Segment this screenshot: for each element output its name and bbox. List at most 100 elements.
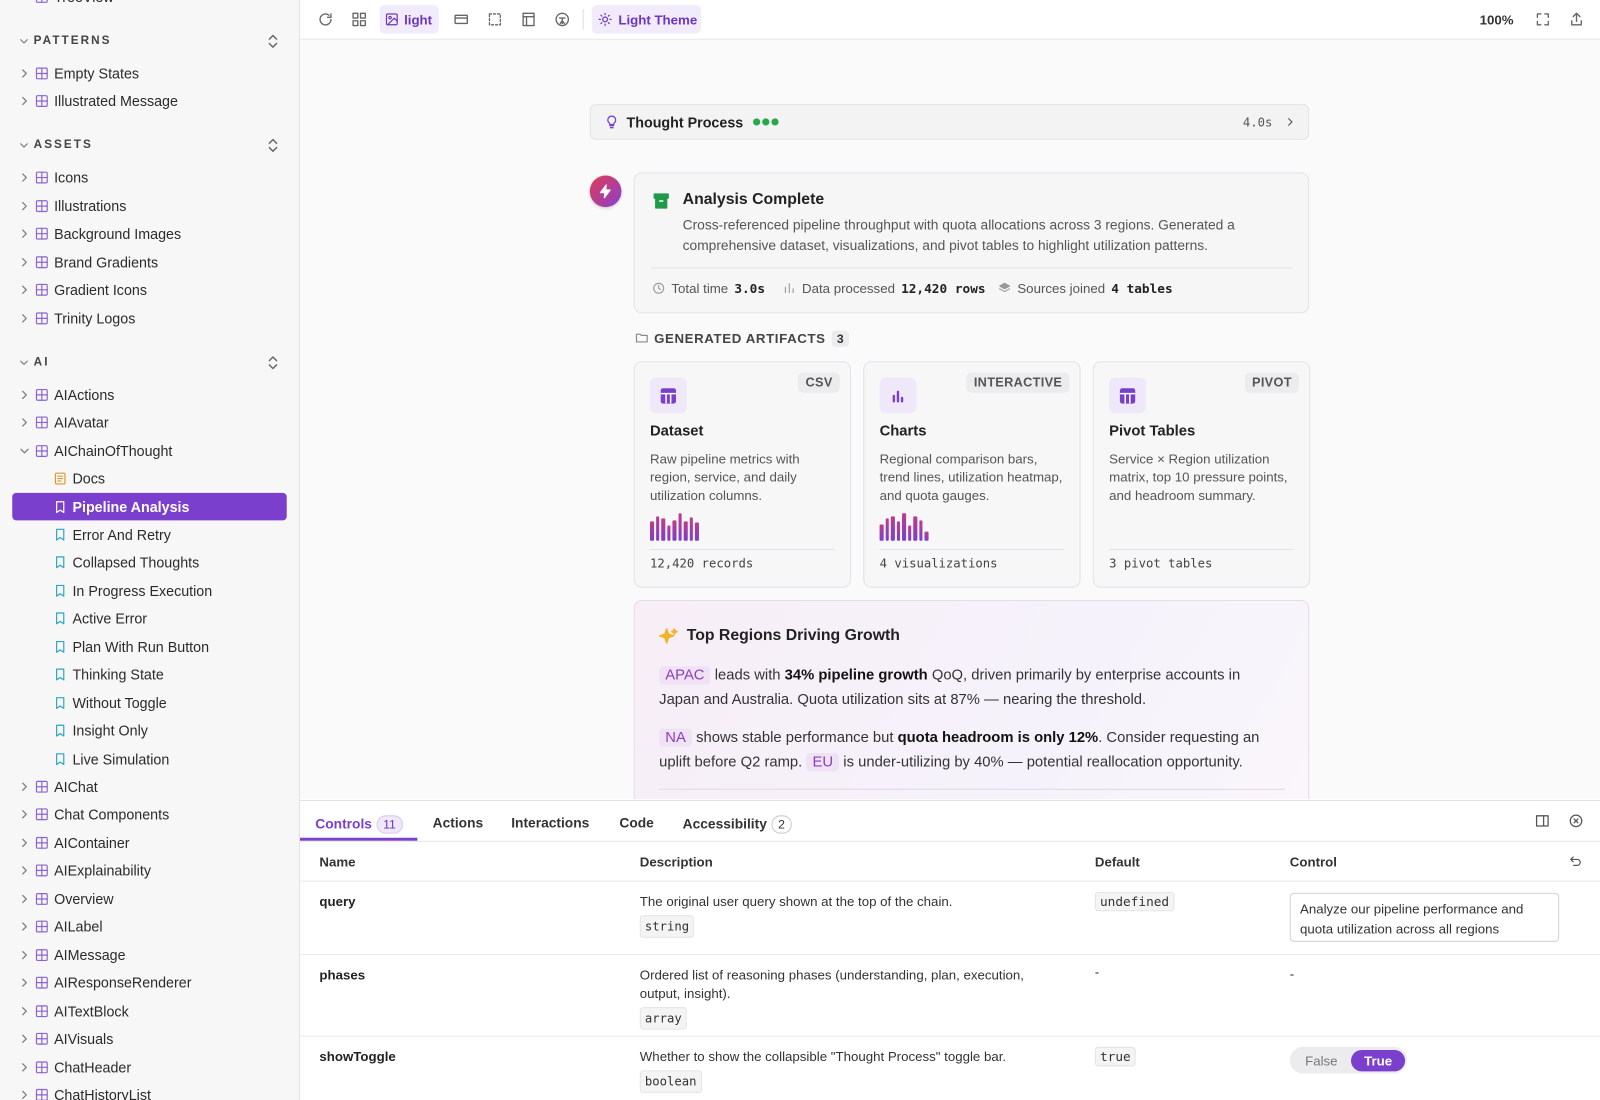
panel-tab[interactable]: Code [619,815,653,830]
tree-item[interactable]: Collapsed Thoughts [12,548,286,576]
tree-item[interactable]: Illustrations [12,192,286,220]
tree-item[interactable]: AIVisuals [12,1025,286,1053]
section-title: ASSETS [33,139,93,152]
stat: Data processed 12,420 rows [783,281,986,296]
tree-item-label: Empty States [54,65,140,82]
boolean-toggle[interactable]: False True [1289,1046,1408,1074]
theme-button[interactable]: Light Theme [591,5,702,34]
insight-plain: . Consider requesting an uplift before Q… [659,729,1264,771]
component-icon [35,388,48,401]
tree-item-label: Without Toggle [72,694,167,711]
tree-item[interactable]: Docs [12,464,286,492]
toggle-option[interactable]: True [1350,1049,1406,1071]
panel-tab[interactable]: Accessibility 2 [683,815,793,834]
progress-dot [762,118,770,126]
tree-item[interactable]: In Progress Execution [12,576,286,604]
panel-tab[interactable]: Controls 11 [315,815,404,834]
tree-item[interactable]: Thinking State [12,660,286,688]
tree-item[interactable]: ChatHistoryList [12,1081,286,1100]
section-chevron[interactable] [17,356,30,369]
artifact-footer: 12,420 records [649,556,754,571]
tree-item[interactable]: AIContainer [12,828,286,856]
tree-item[interactable]: AILabel [12,912,286,940]
background-button[interactable]: light [379,5,439,34]
chevron [22,257,27,267]
section-expand-toggle-svg [268,139,278,153]
panel-layout-button[interactable] [1535,813,1550,828]
tree-item[interactable]: Background Images [12,220,286,248]
tree-item[interactable]: Illustrated Message [12,87,286,115]
toolbar-button[interactable] [554,11,570,27]
toolbar-button[interactable] [317,11,333,27]
tree-item[interactable]: Pipeline Analysis [12,492,287,520]
tree-item[interactable]: Chat Components [12,800,286,828]
tree-item[interactable]: Icons [12,164,286,192]
chevron [22,97,27,106]
section-expand-toggle[interactable] [264,354,281,371]
story-icon [56,752,65,765]
reset-button[interactable] [1568,854,1582,868]
toolbar-button[interactable] [351,11,367,27]
tree-item[interactable]: Live Simulation [12,744,286,772]
query-textarea[interactable]: Analyze our pipeline performance and quo… [1289,892,1560,942]
toolbar: light Light Theme 100% [299,0,1600,40]
tree-item[interactable]: AIChat [12,772,286,800]
tree-item[interactable]: Empty States [12,59,286,87]
toolbar-button[interactable] [487,11,503,27]
artifact-card[interactable]: PIVOT Pivot Tables Service × Region utiliz… [1092,361,1311,588]
tree-item[interactable]: Without Toggle [12,688,286,716]
tree-item[interactable]: AIActions [12,380,286,408]
prop-default: - [1094,965,1100,980]
tree-item[interactable]: AITextBlock [12,997,286,1025]
tree-item[interactable]: Active Error [12,604,286,632]
artifact-card[interactable]: CSV Dataset Raw pipeline metrics with regi… [633,361,852,588]
tree-item[interactable]: Insight Only [12,716,286,744]
tree-item[interactable]: Brand Gradients [12,248,286,276]
section-expand-toggle-svg [268,34,278,48]
chevron [22,922,27,931]
background-label: light [404,12,433,28]
divider [879,548,1065,550]
bulb-icon [607,115,617,129]
stat-value: 4 tables [1111,280,1173,296]
insight-card: Top Regions Driving Growth APAC leads wit… [633,599,1310,799]
tree-item[interactable]: AIChainOfThought [12,436,286,464]
tree-item[interactable]: Trinity Logos [12,304,286,332]
panel-layout-button-svg [1535,815,1549,827]
tree-item[interactable]: Gradient Icons [12,276,286,304]
toolbar-button[interactable] [453,11,469,27]
tree-item-label: AIChat [54,778,98,795]
share-button[interactable] [1568,11,1584,27]
panel-tab[interactable]: Actions [433,815,484,830]
tree-item[interactable]: ChatHeader [12,1053,286,1081]
tree-item-label: Overview [54,890,114,907]
divider [651,267,1293,269]
analysis-card: Analysis Complete Cross-referenced pipeli… [633,172,1310,314]
tree-item[interactable]: AIMessage [12,940,286,968]
fullscreen-button[interactable] [1535,11,1551,27]
tree-item[interactable]: Error And Retry [12,520,286,548]
section-chevron-svg [20,39,28,44]
thought-toggle-bar[interactable]: Thought Process 4.0s [589,104,1310,140]
component-icon [35,0,48,3]
tree-item[interactable]: AIAvatar [12,408,286,436]
tree-item-label: AIActions [54,386,115,403]
artifact-card[interactable]: INTERACTIVE Charts Regional comparison bar… [863,361,1081,588]
section-chevron[interactable] [17,35,30,48]
tree-item[interactable]: Plan With Run Button [12,632,286,660]
chevron [22,201,27,211]
tree-item[interactable]: Overview [12,884,286,912]
toolbar-button[interactable] [520,11,536,27]
section-chevron[interactable] [17,139,30,152]
panel-close-button[interactable] [1568,813,1583,828]
artifact-icon [1109,377,1146,414]
tree-item[interactable]: AIResponseRenderer [12,969,286,997]
panel-tab[interactable]: Interactions [511,815,589,830]
toggle-option[interactable]: False [1305,1052,1338,1068]
prop-description: The original user query shown at the top… [639,893,1058,938]
tree-item[interactable]: AIExplainability [12,856,286,884]
story-icon [56,584,65,597]
section-expand-toggle[interactable] [264,33,281,50]
section-expand-toggle[interactable] [264,137,281,154]
